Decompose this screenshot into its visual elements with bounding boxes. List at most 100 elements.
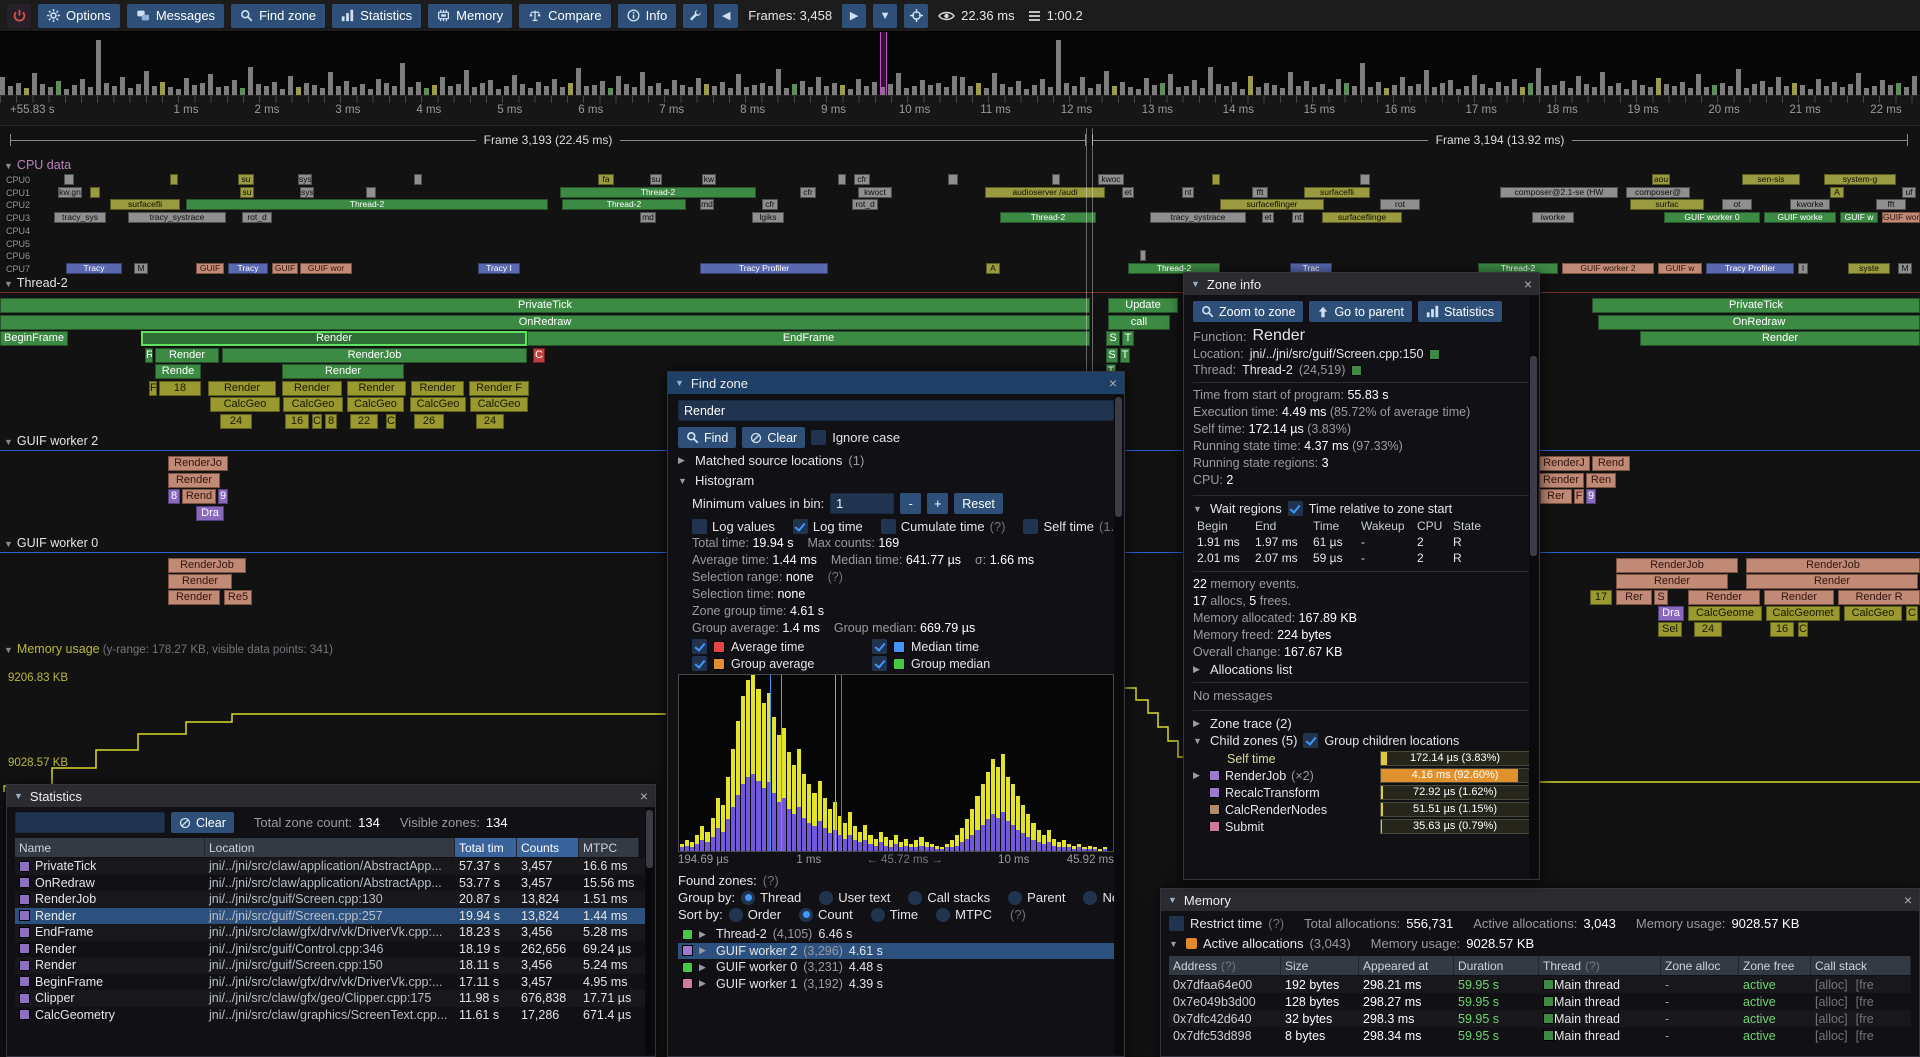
wait-region-row[interactable]: 1.91 ms1.97 ms61 µs-2R [1193,534,1530,550]
timeline-zone-c[interactable]: C [1798,622,1808,637]
found-zone-group-guif-worker-0[interactable]: ▶GUIF worker 0(3,231)4.48 s [678,959,1114,976]
timeline-zone-8[interactable]: 8 [325,414,337,429]
cpu-zone[interactable] [948,174,958,185]
timeline-zone-calcgeo[interactable]: CalcGeo [347,397,404,412]
collapse-icon[interactable]: ▼ [675,378,684,388]
cpu-zone-surfac[interactable]: surfac [1630,199,1704,210]
group-by-no-grouping[interactable]: No grouping [1083,890,1114,905]
cpu-zone-guif[interactable]: GUIF [272,263,298,274]
timeline-zone-render[interactable]: Render [168,574,232,589]
info-button[interactable]: Info [618,4,677,28]
cpu-zone-a[interactable]: A [1830,187,1844,198]
statistics-row-render[interactable]: Renderjni/../jni/src/guif/Screen.cpp:150… [15,957,647,974]
timeline-zone-render[interactable]: Render [347,381,406,396]
timeline-zone-render-r[interactable]: Render R [1838,590,1920,605]
scrollbar[interactable] [645,808,654,1055]
timeline-zone-s[interactable]: S [1654,590,1668,605]
collapse-icon[interactable]: ▼ [4,161,13,171]
cpu-zone-md[interactable]: md [640,212,656,223]
tools-button[interactable] [683,4,707,28]
statistics-row-renderjob[interactable]: RenderJobjni/../jni/src/guif/Screen.cpp:… [15,891,647,908]
timeline-zone-render[interactable]: Render [141,331,527,346]
timeline-zone-beginframe[interactable]: BeginFrame [0,331,68,346]
timeline-zone-9[interactable]: 9 [1586,489,1596,504]
cpu-zone-aou[interactable]: aou [1652,174,1670,185]
cpu-zone-su[interactable]: su [238,174,254,185]
collapse-icon[interactable]: ▼ [1193,504,1204,514]
call-stack-link[interactable]: [alloc] [1815,1029,1848,1043]
cpu-zone-tracy-systrace[interactable]: tracy_systrace [128,212,226,223]
expand-icon[interactable]: ▶ [1193,664,1204,675]
cpu-zone-kw[interactable]: kw [702,174,716,185]
timeline-zone-call[interactable]: call [1108,315,1170,330]
timeline-zone-t[interactable]: T [1120,348,1130,363]
collapse-icon[interactable]: ▼ [678,476,689,486]
ignore-case-checkbox[interactable] [811,430,826,445]
allocation-row[interactable]: 0x7dfaa64e00192 bytes298.21 ms59.95 sMai… [1169,976,1911,993]
timeline-zone-c[interactable]: C [386,414,396,429]
column-header-appeared-at[interactable]: Appeared at [1359,956,1454,975]
timeline-zone-c[interactable]: C [312,414,322,429]
expand-icon[interactable]: ▶ [699,962,710,973]
statistics-row-calcgeometry[interactable]: CalcGeometryjni/../jni/src/claw/graphics… [15,1007,647,1024]
cpu-zone-audioserver-audi[interactable]: audioserver /audi [985,187,1105,198]
histogram-section-header[interactable]: ▼ Histogram [678,473,1114,488]
cpu-zone-system-g[interactable]: system-g [1824,174,1896,185]
call-stack-link[interactable]: [fre [1856,978,1874,992]
options-button[interactable]: Options [38,4,120,28]
cpu-zone-thread-2[interactable]: Thread-2 [186,199,548,210]
found-zone-group-guif-worker-1[interactable]: ▶GUIF worker 1(3,192)4.39 s [678,976,1114,993]
cpu-zone-guif-worker-0[interactable]: GUIF worker 0 [1664,212,1760,223]
cpu-zone-guif-worke[interactable]: GUIF worke [1764,212,1836,223]
time-relative-checkbox[interactable] [1288,501,1303,516]
frame-segment[interactable]: Frame 3,193 (22.45 ms) [10,126,1086,154]
timeline-zone-rer[interactable]: Rer [1540,489,1572,504]
timeline-zone-rend[interactable]: Rend [182,489,216,504]
cpu-zone-sen-sis[interactable]: sen-sis [1742,174,1800,185]
group-by-thread[interactable]: Thread [741,890,801,905]
filter-zones-input[interactable] [15,812,165,833]
scrollbar-thumb[interactable] [1115,397,1122,517]
scrollbar-thumb[interactable] [1530,356,1537,556]
cpu-zone-syste[interactable]: syste [1848,263,1890,274]
min-bin-input[interactable] [830,493,894,514]
cpu-zone-thread-2[interactable]: Thread-2 [560,187,756,198]
timeline-zone-render[interactable]: Render [411,381,464,396]
cpu-zone-tracy-profiler[interactable]: Tracy Profiler [1706,263,1794,274]
collapse-icon[interactable]: ▼ [1168,895,1177,905]
close-icon[interactable]: × [1904,892,1912,908]
statistics-button[interactable]: Statistics [1418,301,1502,322]
cpu-zone-surfacefli[interactable]: surfacefli [110,199,180,210]
cpu-zone-md[interactable]: md [700,199,714,210]
statistics-row-beginframe[interactable]: BeginFramejni/../jni/src/claw/gfx/drv/vk… [15,974,647,991]
cpu-zone-tracy[interactable]: Tracy [228,263,268,274]
timeline-zone-16[interactable]: 16 [285,414,309,429]
timeline-zone-sel[interactable]: Sel [1658,622,1682,637]
prev-frame-button[interactable]: ◀ [714,4,738,28]
cpu-zone-surfaceflinger[interactable]: surfaceflinger [1220,199,1324,210]
cpu-zone-guif-worker-2[interactable]: GUIF worker 2 [1882,212,1920,223]
help-icon[interactable]: (?) [990,519,1006,534]
timeline-zone-17[interactable]: 17 [1590,590,1612,605]
cpu-zone[interactable] [1140,250,1146,261]
timeline-zone-calcgeome[interactable]: CalcGeome [1688,606,1762,621]
statistics-row-clipper[interactable]: Clipperjni/../jni/src/claw/gfx/geo/Clipp… [15,990,647,1007]
cpu-zone-lgiks[interactable]: lgiks [752,212,784,223]
frames-band[interactable]: Frame 3,193 (22.45 ms)Frame 3,194 (13.92… [0,126,1920,156]
cpu-zone-rot-d[interactable]: rot_d [242,212,272,223]
collapse-icon[interactable]: ▼ [4,645,13,655]
cpu-zone-guif-w[interactable]: GUIF w [1840,212,1878,223]
scrollbar[interactable] [1529,296,1538,878]
close-icon[interactable]: × [640,788,648,804]
timeline-zone-renderjo[interactable]: RenderJo [168,456,228,471]
allocations-list[interactable]: ▶ Allocations list [1193,662,1530,677]
timeline-zone-24[interactable]: 24 [1694,622,1722,637]
timeline-zone-endframe[interactable]: EndFrame [527,331,1090,346]
timeline-zone-calcgeo[interactable]: CalcGeo [1844,606,1902,621]
cpu-zone[interactable] [64,174,74,185]
collapse-icon[interactable]: ▼ [4,437,13,447]
cpu-zone-a[interactable]: A [986,263,1000,274]
child-zone-recalctransform[interactable]: RecalcTransform72.92 µs (1.62%) [1193,784,1530,801]
messages-button[interactable]: Messages [127,4,224,28]
cpu-zone-fa[interactable]: fa [598,174,614,185]
